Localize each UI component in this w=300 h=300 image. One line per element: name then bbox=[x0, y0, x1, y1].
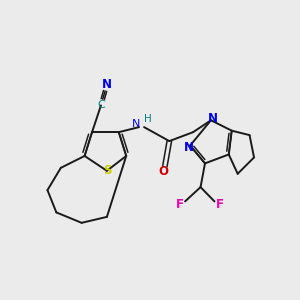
Text: F: F bbox=[216, 199, 224, 212]
Text: N: N bbox=[207, 112, 218, 125]
Text: N: N bbox=[184, 141, 194, 154]
Text: N: N bbox=[132, 118, 140, 128]
Text: C: C bbox=[97, 100, 105, 110]
Text: H: H bbox=[144, 114, 152, 124]
Text: O: O bbox=[158, 165, 168, 178]
Text: N: N bbox=[102, 78, 112, 91]
Text: F: F bbox=[176, 199, 184, 212]
Text: S: S bbox=[103, 164, 111, 177]
